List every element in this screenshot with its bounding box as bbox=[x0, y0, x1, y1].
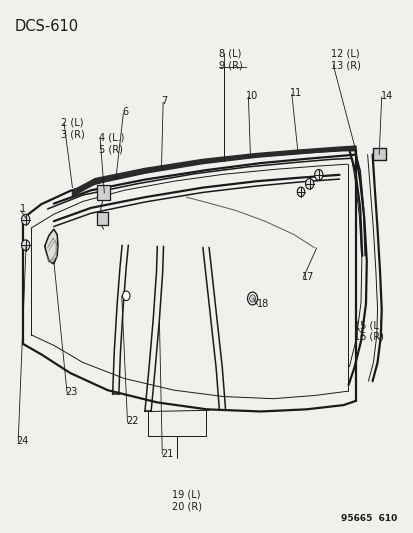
Circle shape bbox=[21, 240, 30, 251]
Text: 9 (R): 9 (R) bbox=[219, 60, 242, 70]
Text: 19 (L): 19 (L) bbox=[171, 490, 200, 499]
Text: 5 (R): 5 (R) bbox=[99, 144, 123, 154]
Text: 15 (L): 15 (L) bbox=[353, 320, 382, 330]
Text: 14: 14 bbox=[380, 91, 392, 101]
Text: 16 (R): 16 (R) bbox=[353, 332, 383, 342]
Text: 17: 17 bbox=[301, 272, 314, 282]
Text: 23: 23 bbox=[65, 387, 78, 397]
Text: 7: 7 bbox=[161, 96, 167, 106]
Text: 8 (L): 8 (L) bbox=[219, 49, 241, 58]
Text: 11: 11 bbox=[289, 88, 301, 98]
Polygon shape bbox=[45, 229, 58, 264]
Circle shape bbox=[247, 292, 257, 305]
Polygon shape bbox=[72, 146, 355, 196]
FancyBboxPatch shape bbox=[97, 212, 108, 225]
FancyBboxPatch shape bbox=[97, 185, 110, 200]
Text: 13 (R): 13 (R) bbox=[330, 60, 360, 70]
Text: DCS-610: DCS-610 bbox=[14, 19, 78, 34]
Circle shape bbox=[122, 291, 130, 301]
Text: 22: 22 bbox=[126, 416, 138, 426]
Text: 10: 10 bbox=[246, 91, 258, 101]
FancyBboxPatch shape bbox=[372, 148, 385, 160]
Circle shape bbox=[249, 295, 255, 302]
Text: 3 (R): 3 (R) bbox=[61, 130, 85, 139]
Text: 21: 21 bbox=[161, 449, 173, 459]
Text: 2 (L): 2 (L) bbox=[61, 118, 83, 127]
Text: 1: 1 bbox=[20, 204, 26, 214]
Circle shape bbox=[21, 214, 30, 225]
Circle shape bbox=[297, 187, 304, 197]
Text: 95665  610: 95665 610 bbox=[340, 514, 396, 523]
Text: 6: 6 bbox=[122, 107, 128, 117]
Text: 18: 18 bbox=[256, 299, 268, 309]
Text: 24: 24 bbox=[17, 437, 29, 446]
Circle shape bbox=[305, 179, 313, 189]
Text: 12 (L): 12 (L) bbox=[330, 49, 359, 58]
Circle shape bbox=[314, 169, 322, 180]
Text: 4 (L.): 4 (L.) bbox=[99, 133, 124, 142]
Text: 20 (R): 20 (R) bbox=[171, 502, 201, 511]
